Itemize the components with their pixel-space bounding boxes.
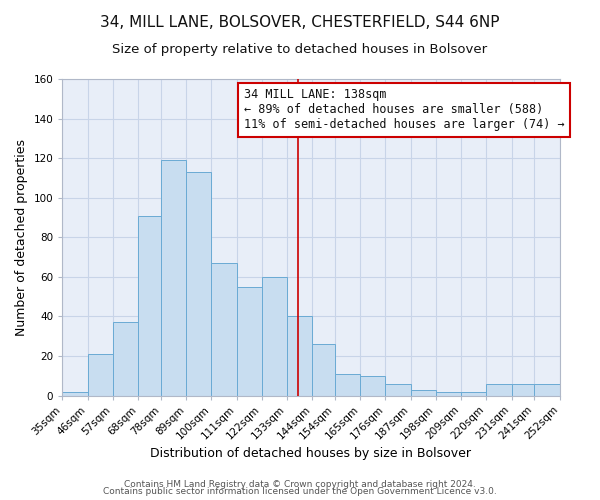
Text: Size of property relative to detached houses in Bolsover: Size of property relative to detached ho…	[112, 42, 488, 56]
Bar	[461, 392, 487, 396]
Bar	[312, 344, 335, 396]
Bar	[113, 322, 138, 396]
Y-axis label: Number of detached properties: Number of detached properties	[15, 139, 28, 336]
Bar	[211, 263, 236, 396]
Text: 34, MILL LANE, BOLSOVER, CHESTERFIELD, S44 6NP: 34, MILL LANE, BOLSOVER, CHESTERFIELD, S…	[100, 15, 500, 30]
Bar	[62, 392, 88, 396]
Bar	[487, 384, 512, 396]
Bar	[535, 384, 560, 396]
Bar	[410, 390, 436, 396]
Text: Contains HM Land Registry data © Crown copyright and database right 2024.: Contains HM Land Registry data © Crown c…	[124, 480, 476, 489]
Bar	[186, 172, 211, 396]
Bar	[236, 286, 262, 396]
Bar	[436, 392, 461, 396]
Bar	[88, 354, 113, 396]
Text: 34 MILL LANE: 138sqm
← 89% of detached houses are smaller (588)
11% of semi-deta: 34 MILL LANE: 138sqm ← 89% of detached h…	[244, 88, 565, 132]
Bar	[360, 376, 385, 396]
Bar	[512, 384, 535, 396]
Text: Contains public sector information licensed under the Open Government Licence v3: Contains public sector information licen…	[103, 488, 497, 496]
Bar	[287, 316, 312, 396]
Bar	[335, 374, 360, 396]
Bar	[385, 384, 410, 396]
Bar	[262, 277, 287, 396]
Bar	[138, 216, 161, 396]
Bar	[161, 160, 186, 396]
X-axis label: Distribution of detached houses by size in Bolsover: Distribution of detached houses by size …	[151, 447, 472, 460]
